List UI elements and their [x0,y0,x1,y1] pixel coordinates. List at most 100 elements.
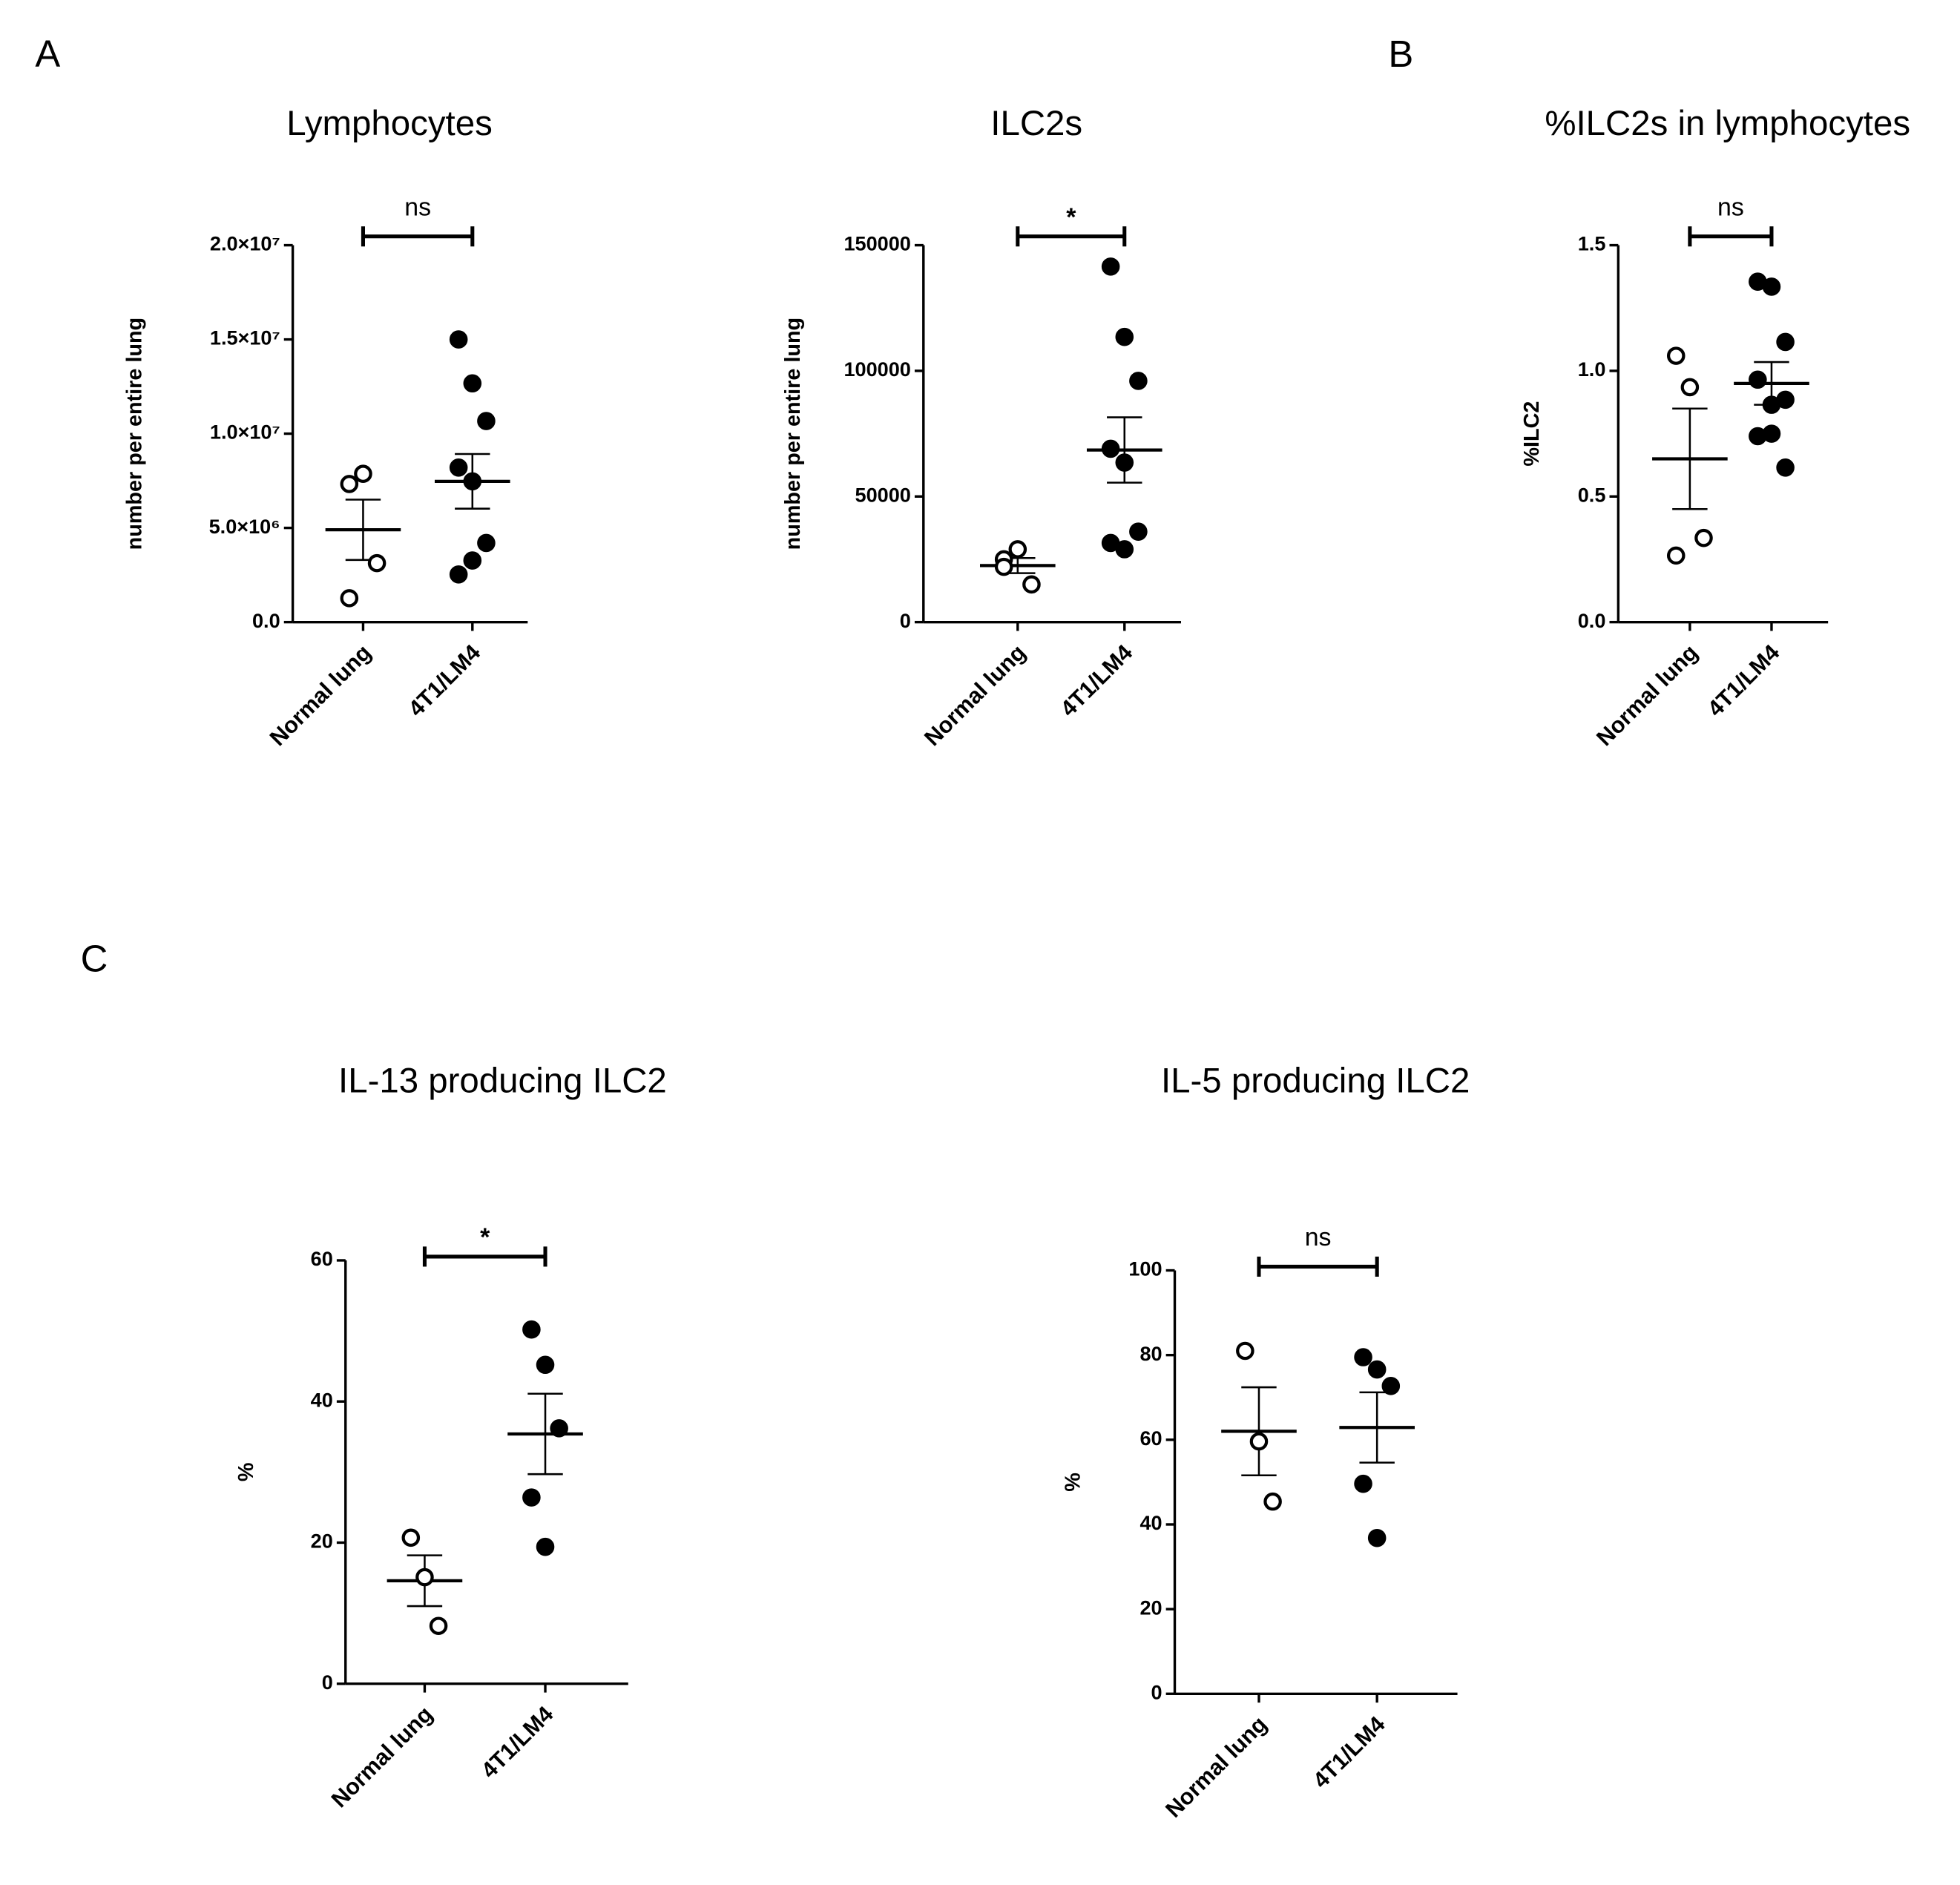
significance-label: ns [1305,1223,1332,1251]
chart-title: %ILC2s in lymphocytes [1545,104,1910,143]
y-tick-label: 0 [1151,1680,1162,1703]
data-point [1354,1348,1372,1366]
y-tick-label: 150000 [843,232,910,255]
data-point [536,1355,555,1375]
y-tick-label: 60 [311,1247,333,1270]
data-point [449,330,468,349]
chart-title: IL-13 producing ILC2 [338,1062,667,1101]
data-point [1101,439,1120,458]
data-point [1129,522,1148,541]
y-tick-label: 0.0 [1578,609,1606,632]
data-point [463,551,482,570]
data-point [1367,1360,1387,1379]
significance-label: ns [404,193,431,221]
data-point [536,1537,555,1556]
data-point [1381,1377,1401,1395]
data-point [340,589,359,608]
data-point [1115,540,1134,559]
data-point [1129,372,1148,390]
data-point [1101,257,1120,276]
y-tick-label: 40 [311,1388,333,1411]
data-point [477,533,496,553]
data-point [354,464,372,483]
data-point [522,1320,541,1339]
data-point [1022,575,1041,594]
y-axis-label: %ILC2 [1520,401,1544,467]
x-tick-label: Normal lung [919,639,1030,751]
y-tick-label: 40 [1140,1511,1162,1534]
data-point [1762,424,1781,443]
y-tick-label: 60 [1140,1427,1162,1450]
y-tick-label: 0.0 [252,609,280,632]
x-tick-label: 4T1/LM4 [1703,639,1784,721]
x-tick-label: Normal lung [326,1702,438,1813]
panel-label: C [81,937,108,979]
y-tick-label: 1.5 [1578,232,1606,255]
data-point [477,412,496,430]
y-tick-label: 0 [900,609,911,632]
y-tick-label: 1.0×10⁷ [210,421,280,444]
chart-title: IL-5 producing ILC2 [1161,1062,1470,1101]
x-tick-label: 4T1/LM4 [1308,1711,1390,1793]
y-tick-label: 0.5 [1578,483,1606,506]
panel-label: B [1388,33,1413,75]
y-tick-label: 5.0×10⁶ [209,515,280,538]
x-tick-label: Normal lung [1161,1711,1272,1823]
y-axis-label: number per entire lung [781,318,805,550]
data-point [1008,540,1027,559]
x-tick-label: 4T1/LM4 [476,1702,558,1783]
y-tick-label: 80 [1140,1342,1162,1365]
x-tick-label: Normal lung [1592,639,1703,751]
y-tick-label: 1.5×10⁷ [210,326,280,349]
y-tick-label: 2.0×10⁷ [210,232,280,255]
data-point [1762,277,1781,296]
data-point [1354,1474,1372,1493]
data-point [522,1488,541,1507]
significance-label: * [480,1223,490,1251]
data-point [415,1567,434,1587]
data-point [463,374,482,393]
y-tick-label: 1.0 [1578,358,1606,381]
y-tick-label: 50000 [855,483,911,506]
data-point [463,472,482,491]
data-point [429,1616,448,1635]
y-axis-label: % [1062,1473,1085,1492]
chart-title: Lymphocytes [286,104,493,143]
data-point [1694,528,1713,547]
data-point [1776,332,1795,352]
data-point [340,475,359,493]
data-point [550,1419,568,1438]
data-point [1263,1492,1282,1511]
data-point [1115,327,1134,346]
chart-title: ILC2s [990,104,1082,143]
y-tick-label: 20 [311,1530,333,1553]
data-point [1367,1528,1387,1547]
data-point [449,565,468,584]
y-tick-label: 20 [1140,1596,1162,1619]
data-point [1680,378,1700,397]
data-point [1115,453,1134,472]
data-point [1776,458,1795,477]
data-point [401,1528,421,1547]
panel-label: A [35,33,60,75]
y-tick-label: 0 [322,1671,333,1694]
data-point [1236,1341,1254,1361]
data-point [1666,546,1686,565]
y-axis-label: % [234,1463,258,1482]
x-tick-label: Normal lung [265,639,376,751]
data-point [1666,346,1686,365]
data-point [367,553,387,573]
y-tick-label: 100 [1128,1257,1162,1280]
significance-label: * [1066,203,1076,231]
x-tick-label: 4T1/LM4 [404,639,485,721]
y-axis-label: number per entire lung [123,318,147,550]
data-point [1776,390,1795,409]
data-point [1749,370,1767,389]
significance-label: ns [1717,193,1744,221]
data-point [449,458,468,477]
x-tick-label: 4T1/LM4 [1056,639,1137,721]
data-point [1249,1432,1269,1451]
y-tick-label: 100000 [843,358,910,381]
data-point [994,557,1013,576]
